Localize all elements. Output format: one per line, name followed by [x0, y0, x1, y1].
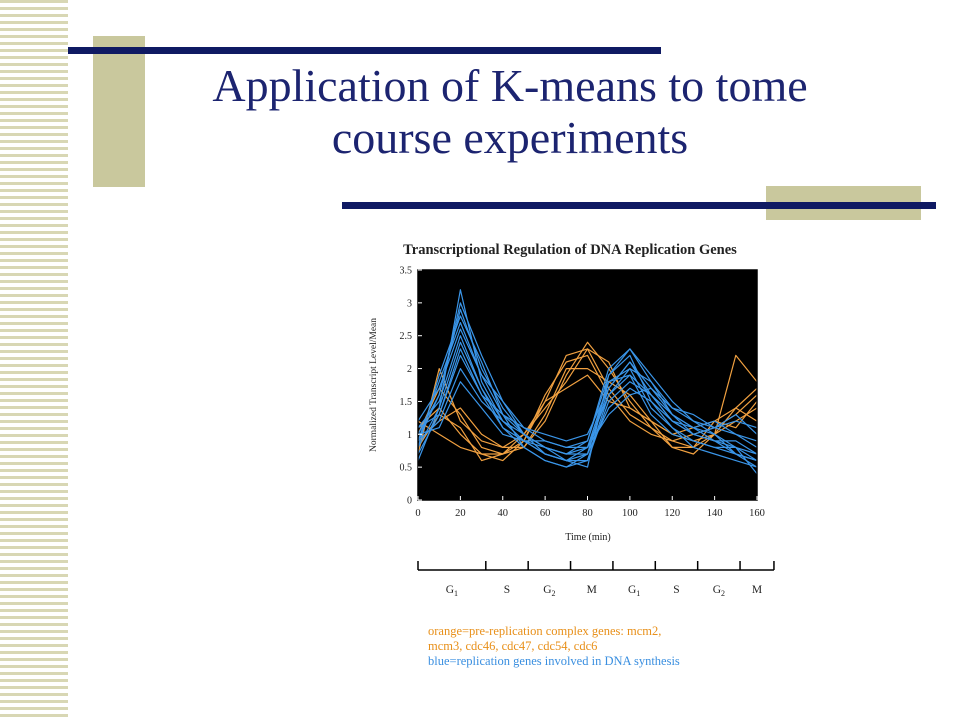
slide-title-line-2: course experiments: [331, 112, 689, 163]
decorative-bar-top: [68, 47, 661, 54]
phase-label: S: [673, 584, 679, 596]
y-tick-label: 3: [407, 298, 412, 309]
x-tick-label: 120: [664, 508, 680, 519]
phase-label: G1: [446, 584, 458, 598]
phase-label: G2: [713, 584, 725, 598]
slide-title-line-1: Application of K-means to tome: [212, 60, 808, 111]
y-tick-label: 0.5: [400, 463, 413, 474]
x-tick-label: 0: [415, 508, 420, 519]
chart-figure: Transcriptional Regulation of DNA Replic…: [360, 232, 780, 672]
phase-label: S: [504, 584, 510, 596]
chart-svg: Transcriptional Regulation of DNA Replic…: [369, 242, 775, 598]
phase-label: M: [587, 584, 597, 596]
y-tick-label: 2: [407, 364, 412, 375]
series-layer: [417, 289, 758, 475]
x-tick-label: 40: [498, 508, 509, 519]
y-tick-label: 3.5: [400, 266, 413, 277]
cell-cycle-phases: G1 S G2 M G1 S G2 M: [417, 561, 775, 598]
x-tick-label: 100: [622, 508, 638, 519]
series-line-blue-13: [417, 315, 758, 468]
x-tick-label: 60: [540, 508, 551, 519]
y-tick-label: 1: [407, 430, 412, 441]
series-line-orange-1: [417, 341, 758, 455]
series-line-blue-14: [417, 381, 758, 448]
x-tick-label: 20: [455, 508, 466, 519]
legend-orange-line-2: mcm3, cdc46, cdc47, cdc54, cdc6: [428, 639, 598, 653]
x-tick-label: 140: [707, 508, 723, 519]
x-axis-label: Time (min): [565, 532, 610, 543]
y-tick-layer: 0 0.5 1 1.5 2 2.5 3 3.5: [400, 266, 422, 507]
chart-legend: orange=pre-replication complex genes: mc…: [428, 624, 768, 669]
chart-title: Transcriptional Regulation of DNA Replic…: [403, 242, 737, 258]
x-tick-layer: 0 20 40 60 80 100 120 140 160: [415, 496, 765, 519]
phase-label: G1: [628, 584, 640, 598]
series-line-orange-4: [417, 368, 758, 455]
series-line-blue-17: [417, 302, 758, 468]
y-axis-label: Normalized Transcript Level/Mean: [369, 318, 379, 452]
phase-label: G2: [543, 584, 555, 598]
plot-background: [418, 270, 757, 500]
y-tick-label: 0: [407, 496, 412, 507]
decorative-block-top: [93, 36, 145, 187]
x-tick-label: 80: [582, 508, 593, 519]
decorative-stripes: [0, 0, 68, 720]
x-tick-label: 160: [749, 508, 765, 519]
slide-title: Application of K-means to tome course ex…: [100, 60, 920, 164]
y-tick-label: 1.5: [400, 397, 413, 408]
legend-orange-line-1: orange=pre-replication complex genes: mc…: [428, 624, 662, 638]
legend-blue-line: blue=replication genes involved in DNA s…: [428, 654, 680, 668]
y-tick-label: 2.5: [400, 331, 413, 342]
phase-label: M: [752, 584, 762, 596]
decorative-bar-bottom: [342, 202, 936, 209]
series-line-blue-15: [417, 341, 758, 475]
